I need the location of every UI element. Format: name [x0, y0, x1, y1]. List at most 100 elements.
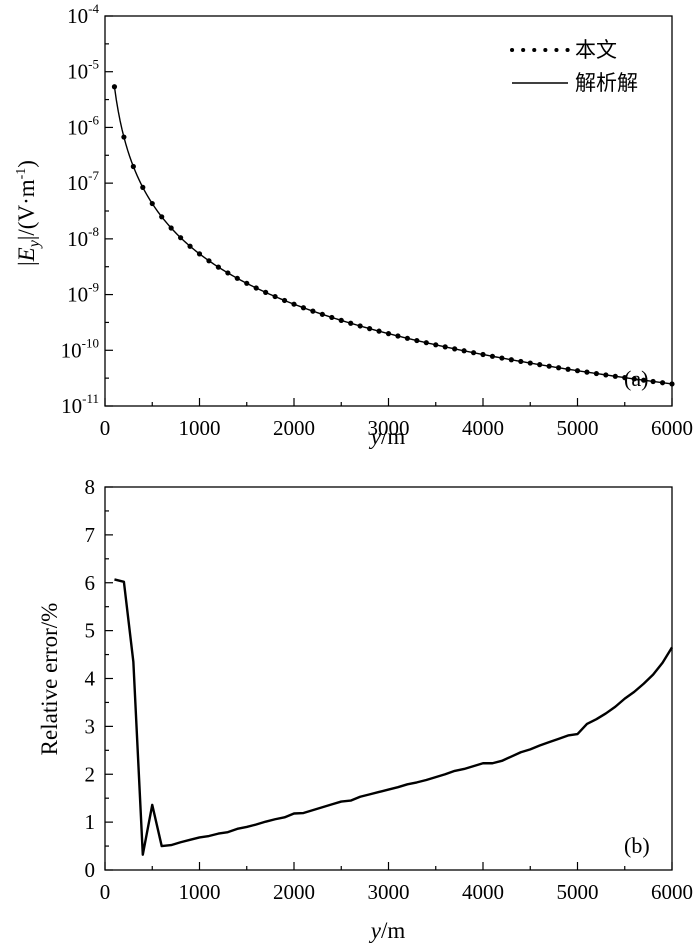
- panel-a-x-tick-label: 6000: [651, 416, 693, 440]
- marker-point: [556, 365, 562, 371]
- marker-point: [281, 297, 288, 304]
- panel-a-x-tick-label: 5000: [557, 416, 599, 440]
- panel-a-x-tick-label: 3000: [368, 416, 410, 440]
- panel-a-x-tick-label: 0: [100, 416, 111, 440]
- panel-b-x-tick-label: 4000: [462, 880, 504, 904]
- marker-point: [367, 326, 373, 332]
- panel-b-x-tick-label: 0: [100, 880, 111, 904]
- marker-point: [452, 346, 458, 352]
- marker-point: [206, 258, 212, 264]
- marker-point: [546, 363, 552, 369]
- marker-point: [518, 358, 524, 365]
- marker-point: [244, 280, 250, 286]
- panel-a-x-tick-label: 4000: [462, 416, 504, 440]
- marker-point: [253, 285, 259, 291]
- marker-point: [225, 270, 231, 276]
- panel-b-y-tick-label: 3: [85, 714, 96, 738]
- panel-b-y-tick-label: 5: [85, 619, 96, 643]
- panel-a-y-tick-label: 10-8: [67, 224, 99, 251]
- panel-a-x-axis-var: y: [369, 424, 382, 449]
- marker-point: [159, 214, 165, 220]
- marker-point: [338, 317, 344, 323]
- panel-a-x-axis-unit: /m: [381, 424, 405, 449]
- panel-b-x-tick-labels: 0 1000 2000 3000 4000 5000 6000: [100, 880, 693, 904]
- marker-point: [121, 134, 127, 140]
- panel-b-x-tick-label: 6000: [651, 880, 693, 904]
- panel-a-y-tick-labels: 10-11 10-10 10-9 10-8 10-7 10-6 10-5 10-4: [61, 1, 100, 418]
- marker-point: [593, 370, 600, 377]
- marker-point: [319, 311, 325, 317]
- panel-b-x-ticks: [104, 862, 673, 870]
- marker-point: [641, 377, 647, 383]
- marker-point: [423, 340, 429, 346]
- panel-b-plot-frame: [104, 486, 673, 871]
- panel-a-x-tick-labels: 0 1000 2000 3000 4000 5000 6000: [100, 416, 693, 440]
- panel-b-y-tick-label: 6: [85, 571, 96, 595]
- series-this-paper-markers: [111, 84, 675, 387]
- panel-a-electric-field: 0 1000 2000 3000 4000 5000 6000 10-11 10-10 10-9…: [14, 1, 693, 449]
- panel-a-y-title-sub: y: [26, 239, 43, 249]
- panel-b-x-tick-label: 5000: [557, 880, 599, 904]
- panel-a-label: (a): [624, 366, 648, 391]
- marker-point: [310, 308, 316, 314]
- marker-point: [480, 351, 486, 358]
- panel-a-y-tick-label: 10-5: [67, 57, 99, 84]
- marker-point: [234, 275, 240, 281]
- marker-point: [329, 314, 335, 321]
- series-relative-error-line: [114, 578, 674, 856]
- marker-point: [470, 350, 477, 356]
- marker-point: [537, 362, 543, 368]
- panel-b-x-axis-var: y: [369, 918, 382, 943]
- panel-b-x-axis-unit: /m: [381, 918, 405, 943]
- panel-b-x-tick-label: 2000: [273, 880, 315, 904]
- marker-point: [263, 289, 269, 295]
- panel-a-y-axis-title: |Ey|/(V·m-1): [14, 160, 43, 266]
- panel-b-y-ticks: [105, 486, 113, 871]
- legend-label-analytic: 解析解: [575, 71, 638, 95]
- marker-point: [404, 335, 410, 341]
- panel-a-y-tick-label: 10-11: [61, 391, 99, 418]
- marker-point: [442, 344, 448, 350]
- marker-point: [357, 323, 363, 329]
- marker-point: [348, 320, 354, 326]
- panel-a-x-ticks: [104, 398, 673, 406]
- marker-point: [376, 328, 382, 334]
- marker-point: [196, 251, 203, 257]
- panel-a-y-title-var: E: [14, 247, 39, 262]
- marker-point: [584, 369, 590, 375]
- panel-b-x-tick-label: 3000: [368, 880, 410, 904]
- panel-b-y-tick-label: 1: [85, 810, 96, 834]
- panel-b-y-tick-label: 4: [85, 667, 96, 691]
- marker-point: [499, 355, 505, 361]
- panel-a-x-tick-label: 2000: [273, 416, 315, 440]
- panel-a-y-title-sup: -1: [14, 168, 29, 180]
- panel-a-y-title-mid: |/(V·m: [14, 179, 39, 240]
- marker-point: [140, 184, 146, 190]
- panel-a-y-title-open: |: [14, 261, 39, 266]
- marker-point: [461, 348, 467, 354]
- panel-a-x-tick-label: 1000: [179, 416, 221, 440]
- marker-point: [272, 293, 278, 300]
- marker-point: [508, 357, 514, 363]
- marker-point: [395, 333, 401, 339]
- marker-point: [178, 235, 184, 241]
- marker-point: [168, 225, 174, 231]
- series-analytic-solution-line: [113, 86, 673, 385]
- marker-point: [433, 342, 439, 348]
- marker-point: [187, 243, 193, 249]
- panel-a-y-tick-label: 10-6: [67, 112, 99, 139]
- marker-point: [300, 305, 307, 311]
- marker-point: [385, 331, 392, 337]
- panel-b-x-axis-title: y/m: [369, 918, 406, 943]
- panel-b-y-tick-label: 8: [85, 475, 96, 499]
- marker-point: [149, 200, 155, 207]
- panel-b-y-tick-label: 7: [85, 523, 96, 547]
- panel-a-y-tick-label: 10-10: [61, 335, 99, 362]
- marker-point: [669, 381, 675, 387]
- legend-label-this-paper: 本文: [575, 38, 617, 62]
- panel-b-y-tick-label: 2: [85, 762, 96, 786]
- panel-a-x-axis-title: y/m: [369, 424, 406, 449]
- marker-point: [574, 368, 581, 374]
- marker-point: [612, 373, 618, 379]
